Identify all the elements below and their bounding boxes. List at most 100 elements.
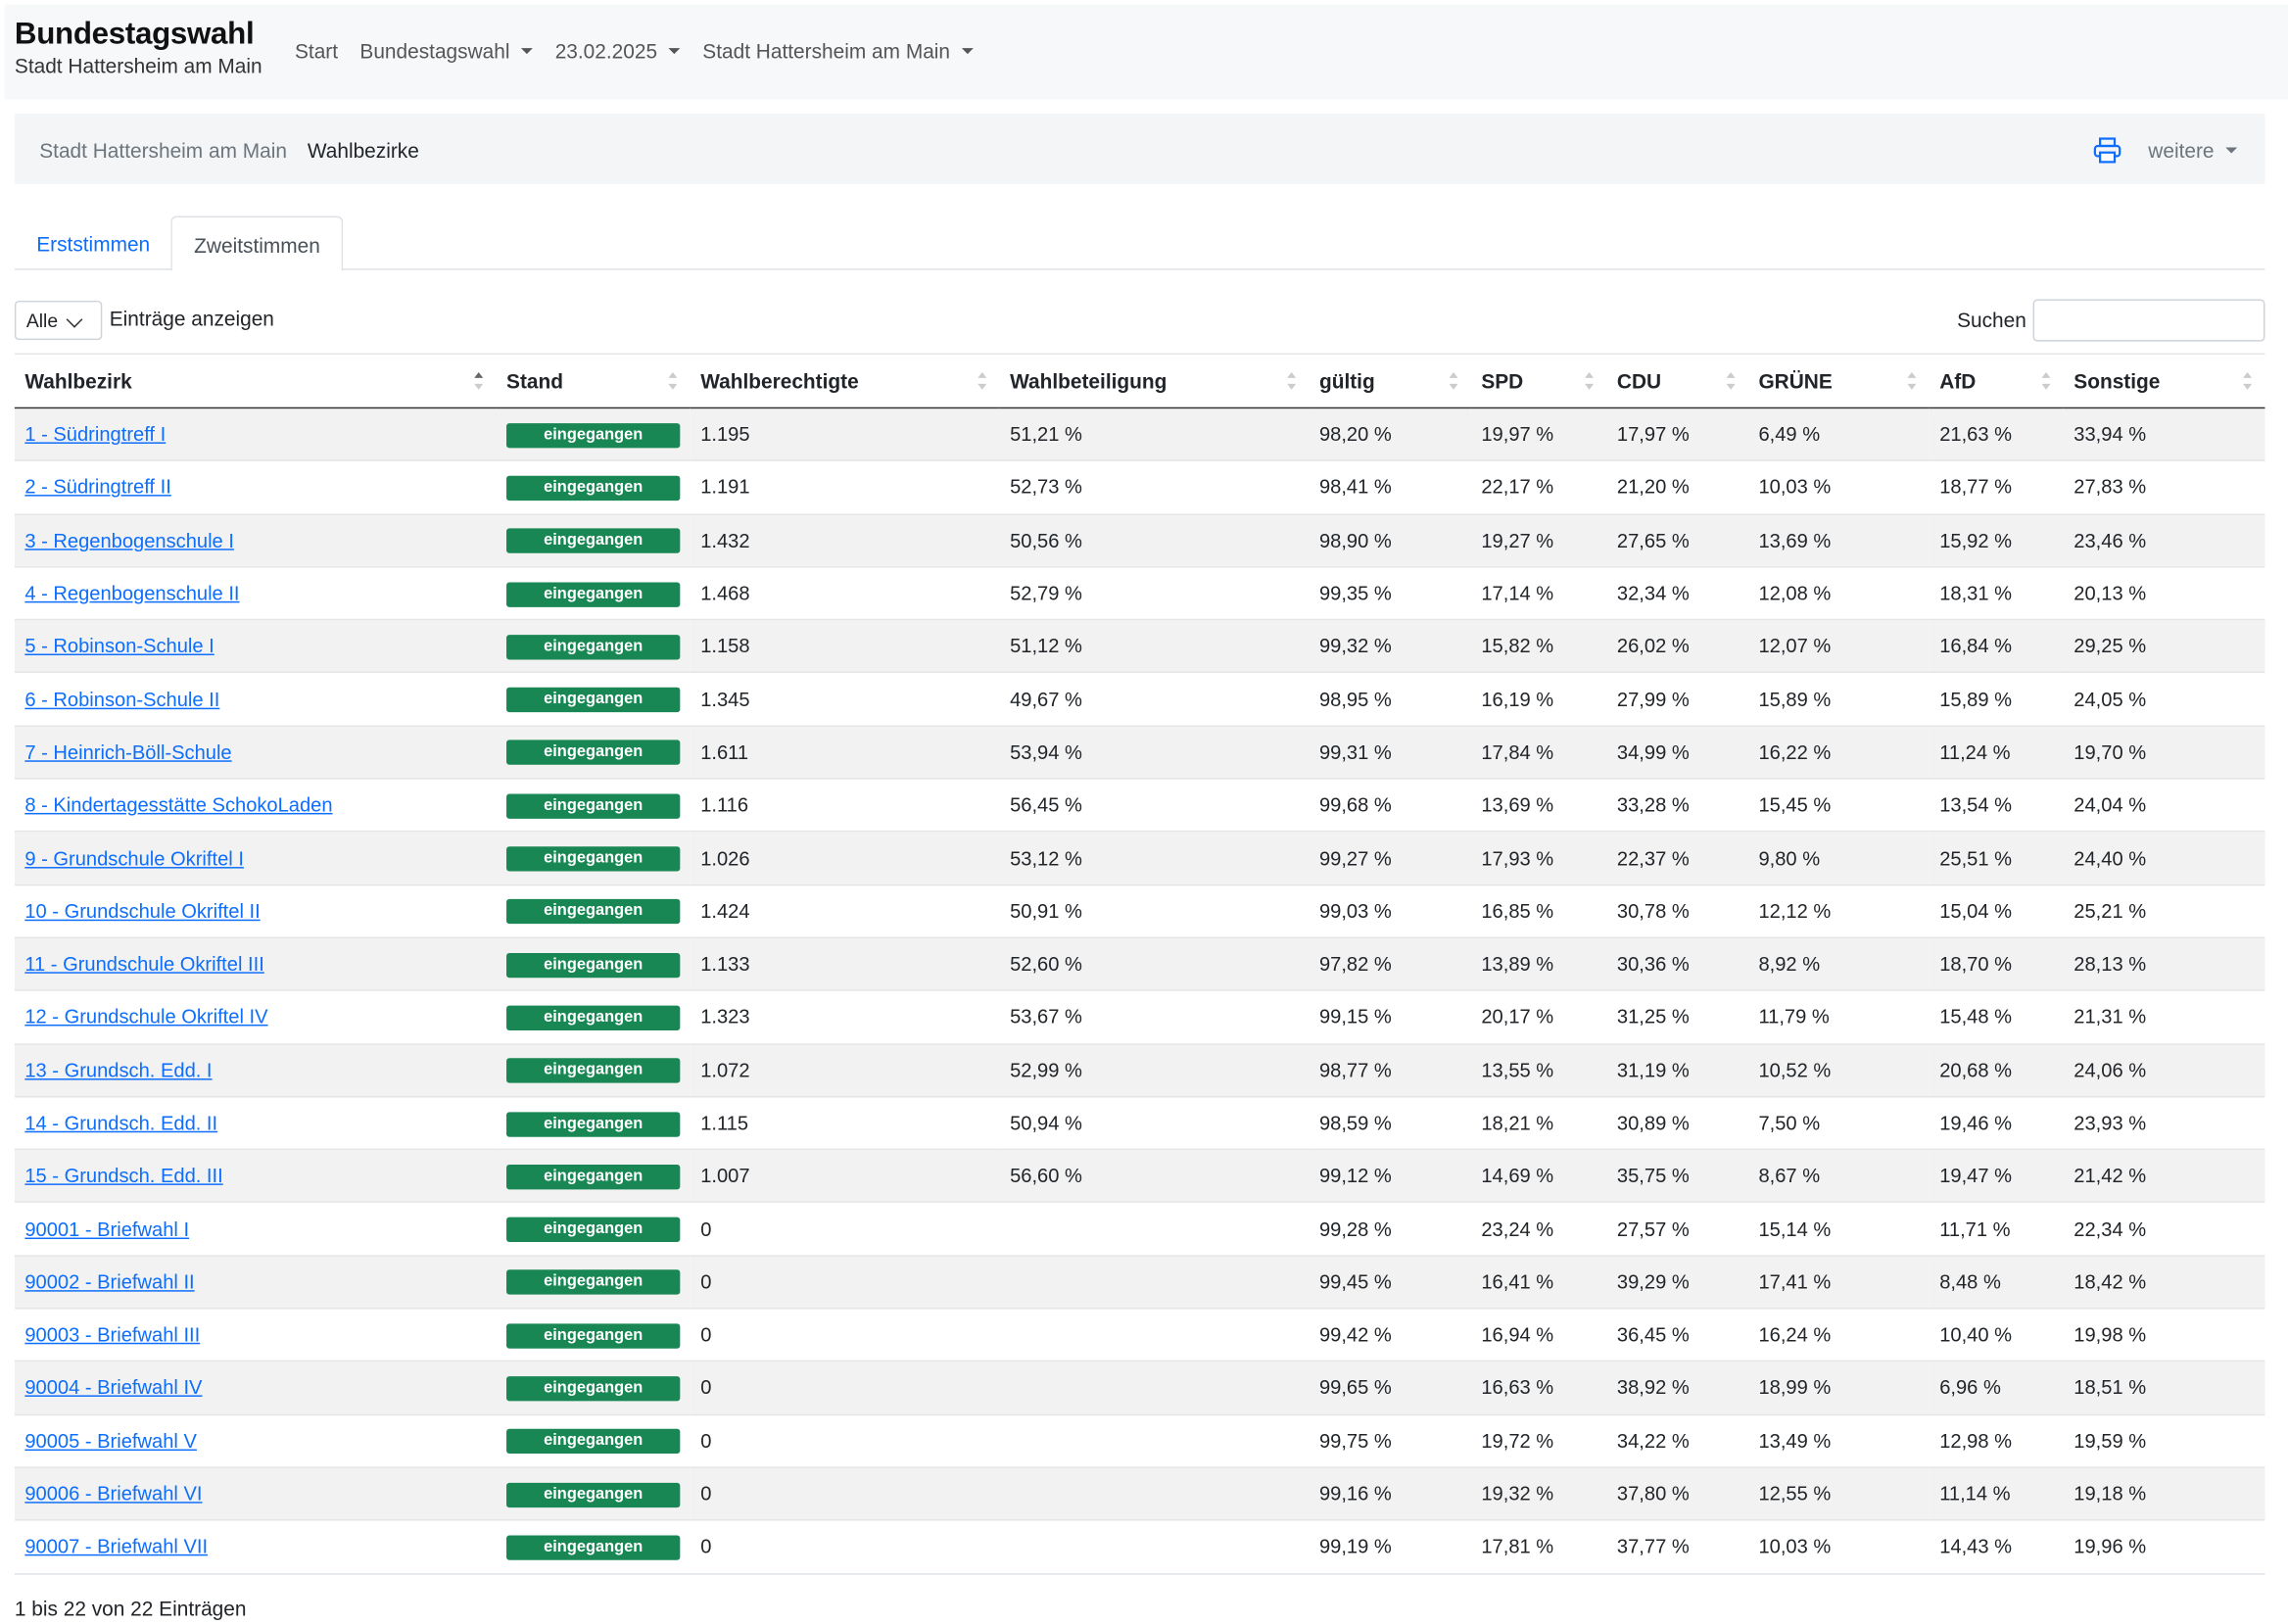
cell-value: 99,35 % xyxy=(1318,582,1392,604)
district-link[interactable]: 15 - Grundsch. Edd. III xyxy=(24,1165,223,1187)
printer-icon[interactable] xyxy=(2093,137,2122,164)
table-cell: 0 xyxy=(690,1308,1000,1362)
table-row: 1 - Südringtreff I eingegangen 1.195 51,21 … xyxy=(14,407,2265,462)
district-link[interactable]: 9 - Grundschule Okriftel I xyxy=(24,846,244,870)
table-cell: 7,50 % xyxy=(1748,1096,1930,1151)
column-header-label: Stand xyxy=(506,368,563,393)
brand[interactable]: Bundestagswahl Stadt Hattersheim am Main xyxy=(15,18,262,77)
district-link[interactable]: 3 - Regenbogenschule I xyxy=(24,529,234,551)
district-link[interactable]: 10 - Grundschule Okriftel II xyxy=(24,900,261,923)
table-row: 6 - Robinson-Schule II eingegangen 1.345 49… xyxy=(14,672,2265,727)
tab-zweitstimmen[interactable]: Zweitstimmen xyxy=(170,215,344,272)
cell-value: 21,63 % xyxy=(1939,423,2013,446)
cell-value: 12,55 % xyxy=(1758,1482,1832,1505)
table-cell: 24,05 % xyxy=(2063,672,2265,727)
column-header-4[interactable]: gültig xyxy=(1309,353,1471,409)
column-header-5[interactable]: SPD xyxy=(1470,353,1607,409)
cell-value: 37,80 % xyxy=(1616,1482,1690,1505)
cell-value: 15,14 % xyxy=(1758,1218,1832,1240)
cell-value: 11,24 % xyxy=(1939,740,2011,764)
column-header-1[interactable]: Stand xyxy=(496,353,691,409)
status-badge: eingegangen xyxy=(506,581,681,607)
cell-value: 18,99 % xyxy=(1758,1376,1832,1400)
district-link[interactable]: 12 - Grundschule Okriftel IV xyxy=(24,1006,268,1028)
table-cell: 53,94 % xyxy=(999,725,1310,780)
main-nav: Start Bundestagswahl 23.02.2025 Stadt Ha… xyxy=(295,39,974,63)
cell-value: 8,48 % xyxy=(1939,1270,2001,1293)
district-link[interactable]: 90004 - Briefwahl IV xyxy=(24,1376,203,1400)
nav-date-dropdown[interactable]: 23.02.2025 xyxy=(555,39,681,63)
column-header-8[interactable]: AfD xyxy=(1929,353,2064,409)
district-link[interactable]: 90001 - Briefwahl I xyxy=(24,1218,190,1240)
cell-value: 35,75 % xyxy=(1616,1165,1690,1187)
chevron-down-icon xyxy=(66,310,83,328)
cell-value: 99,27 % xyxy=(1318,846,1392,870)
district-link[interactable]: 6 - Robinson-Schule II xyxy=(24,688,220,711)
district-link[interactable]: 90006 - Briefwahl VI xyxy=(24,1482,203,1505)
column-header-0[interactable]: Wahlbezirk xyxy=(14,353,497,409)
table-cell: eingegangen xyxy=(496,1467,691,1521)
table-cell: 99,28 % xyxy=(1309,1202,1471,1257)
district-link[interactable]: 90002 - Briefwahl II xyxy=(24,1270,195,1293)
cell-value: 30,89 % xyxy=(1616,1112,1690,1134)
nav-start[interactable]: Start xyxy=(294,39,339,64)
district-link[interactable]: 7 - Heinrich-Böll-Schule xyxy=(24,740,232,764)
table-row: 8 - Kindertagesstätte SchokoLaden eingega… xyxy=(14,779,2265,833)
column-header-label: AfD xyxy=(1939,368,1977,393)
table-row: 90006 - Briefwahl VI eingegangen 0 99,16 % 1… xyxy=(14,1467,2265,1521)
district-link[interactable]: 11 - Grundschule Okriftel III xyxy=(24,953,264,976)
column-header-6[interactable]: CDU xyxy=(1606,353,1749,409)
table-cell: 16,24 % xyxy=(1748,1308,1930,1362)
cell-value: 0 xyxy=(700,1429,712,1453)
column-header-2[interactable]: Wahlberechtigte xyxy=(690,353,1000,409)
cell-value: 16,85 % xyxy=(1481,900,1554,923)
column-header-7[interactable]: GRÜNE xyxy=(1748,353,1930,409)
entries-length-select[interactable]: Alle xyxy=(14,300,103,341)
table-cell: 21,42 % xyxy=(2063,1149,2265,1204)
column-header-9[interactable]: Sonstige xyxy=(2063,353,2265,409)
cell-value: 25,21 % xyxy=(2074,900,2147,923)
nav-election-dropdown[interactable]: Bundestagswahl xyxy=(359,39,534,63)
district-link[interactable]: 14 - Grundsch. Edd. II xyxy=(24,1112,218,1134)
brand-title: Bundestagswahl xyxy=(14,17,255,52)
column-header-label: SPD xyxy=(1481,368,1524,393)
cell-value: 27,83 % xyxy=(2074,476,2147,499)
more-dropdown[interactable]: weitere xyxy=(2148,139,2238,162)
table-cell: 19,97 % xyxy=(1470,407,1607,462)
breadcrumb-item-city[interactable]: Stadt Hattersheim am Main xyxy=(39,138,287,163)
table-cell: 16,63 % xyxy=(1470,1361,1607,1415)
table-cell: 19,46 % xyxy=(1929,1096,2064,1151)
table-row: 15 - Grundsch. Edd. III eingegangen 1.007 5… xyxy=(14,1149,2265,1204)
cell-value: 99,12 % xyxy=(1318,1165,1392,1187)
table-cell: 11,24 % xyxy=(1929,725,2064,780)
district-link[interactable]: 2 - Südringtreff II xyxy=(24,476,171,499)
table-cell: eingegangen xyxy=(496,832,691,885)
district-link[interactable]: 1 - Südringtreff I xyxy=(24,423,167,446)
table-cell: 22,37 % xyxy=(1606,832,1749,885)
cell-value: 52,73 % xyxy=(1010,476,1082,499)
table-cell: 12,07 % xyxy=(1748,619,1930,674)
column-header-3[interactable]: Wahlbeteiligung xyxy=(999,353,1310,409)
district-link[interactable]: 5 - Robinson-Schule I xyxy=(24,635,214,657)
breadcrumb-item-current: Wahlbezirke xyxy=(307,138,419,163)
cell-value: 11,79 % xyxy=(1758,1006,1830,1028)
district-link[interactable]: 90003 - Briefwahl III xyxy=(24,1323,201,1347)
district-link[interactable]: 90005 - Briefwahl V xyxy=(24,1429,197,1453)
tab-erststimmen[interactable]: Erststimmen xyxy=(36,231,151,256)
cell-value: 11,14 % xyxy=(1939,1482,2011,1505)
table-cell: 90003 - Briefwahl III xyxy=(14,1308,497,1362)
search-input[interactable] xyxy=(2032,299,2265,342)
cell-value: 22,17 % xyxy=(1481,476,1554,499)
cell-value: 1.133 xyxy=(700,953,750,976)
district-link[interactable]: 8 - Kindertagesstätte SchokoLaden xyxy=(24,793,333,817)
district-link[interactable]: 13 - Grundsch. Edd. I xyxy=(24,1059,213,1081)
nav-region-dropdown[interactable]: Stadt Hattersheim am Main xyxy=(702,39,974,63)
table-cell: 0 xyxy=(690,1414,1000,1468)
status-badge: eingegangen xyxy=(506,952,681,978)
status-badge: eingegangen xyxy=(506,793,681,819)
table-row: 12 - Grundschule Okriftel IV eingegangen 1… xyxy=(14,990,2265,1045)
district-link[interactable]: 4 - Regenbogenschule II xyxy=(24,582,240,604)
caret-down-icon xyxy=(521,48,534,55)
district-link[interactable]: 90007 - Briefwahl VII xyxy=(24,1536,209,1558)
